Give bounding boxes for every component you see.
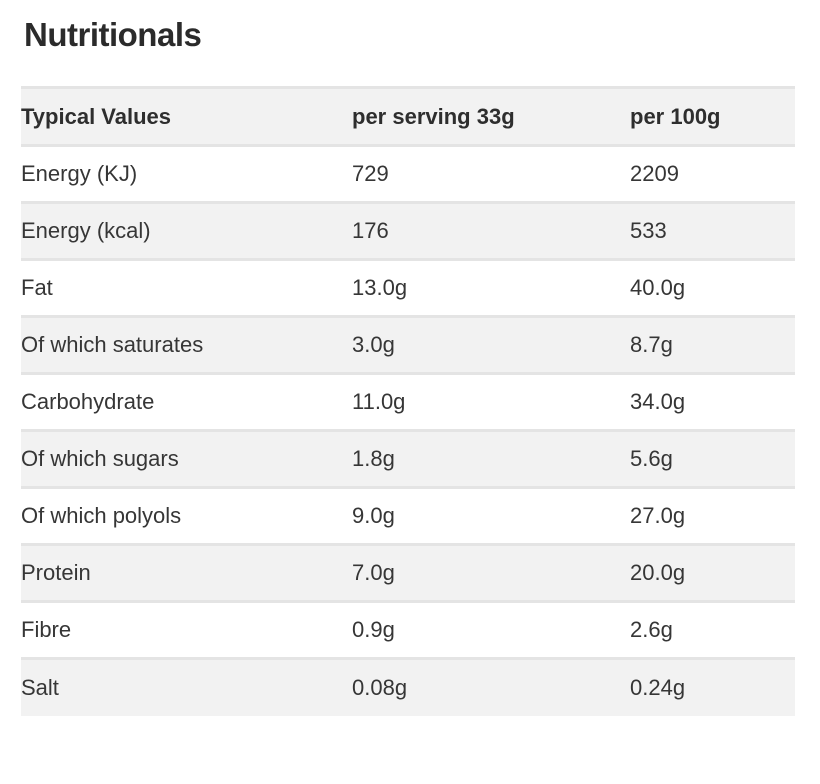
row-per-100g: 0.24g (630, 674, 686, 700)
row-per-serving: 13.0g (352, 275, 408, 300)
row-per-serving: 0.08g (352, 674, 408, 700)
row-label: Of which sugars (21, 446, 179, 471)
row-per-serving: 729 (352, 161, 389, 186)
row-per-100g: 34.0g (630, 389, 686, 414)
row-per-serving: 9.0g (352, 503, 395, 528)
row-per-100g: 8.7g (630, 332, 673, 357)
row-per-serving: 176 (352, 218, 389, 243)
row-label: Energy (kcal) (21, 218, 151, 243)
row-label: Of which saturates (21, 332, 204, 357)
table-row: Of which sugars 1.8g 5.6g (21, 430, 795, 488)
table-row: Energy (KJ) 729 2209 (21, 145, 795, 203)
row-label: Salt (21, 674, 59, 700)
row-per-serving: 11.0g (352, 389, 406, 414)
table-row: Fibre 0.9g 2.6g (21, 601, 795, 659)
row-per-100g: 5.6g (630, 446, 673, 471)
nutritionals-table: Typical Values per serving 33g per 100g … (21, 86, 795, 716)
row-per-100g: 20.0g (630, 560, 686, 585)
table-row: Fat 13.0g 40.0g (21, 259, 795, 317)
row-label: Fat (21, 275, 53, 300)
table-row: Protein 7.0g 20.0g (21, 544, 795, 602)
nutritionals-section: Nutritionals Typical Values per serving … (21, 16, 795, 716)
row-label: Protein (21, 560, 91, 585)
header-per-serving: per serving 33g (352, 103, 515, 129)
header-typical-values: Typical Values (21, 103, 172, 129)
table-row: Of which saturates 3.0g 8.7g (21, 316, 795, 374)
table-row: Salt 0.08g 0.24g (21, 658, 795, 716)
row-per-100g: 2209 (630, 161, 679, 186)
row-label: Of which polyols (21, 503, 182, 528)
row-per-100g: 533 (630, 218, 667, 243)
table-row: Of which polyols 9.0g 27.0g (21, 487, 795, 545)
section-title: Nutritionals (24, 16, 202, 53)
row-label: Energy (KJ) (21, 161, 138, 186)
row-per-serving: 3.0g (352, 332, 395, 357)
table-row: Energy (kcal) 176 533 (21, 202, 795, 260)
row-per-serving: 0.9g (352, 617, 395, 642)
row-per-serving: 7.0g (352, 560, 395, 585)
row-per-100g: 40.0g (630, 275, 686, 300)
row-label: Carbohydrate (21, 389, 155, 414)
row-per-100g: 2.6g (630, 617, 673, 642)
row-per-serving: 1.8g (352, 446, 395, 471)
row-label: Fibre (21, 617, 72, 642)
header-per-100g: per 100g (630, 103, 721, 129)
row-per-100g: 27.0g (630, 503, 686, 528)
table-row: Carbohydrate 11.0g 34.0g (21, 373, 795, 431)
table-header-row: Typical Values per serving 33g per 100g (21, 87, 795, 146)
